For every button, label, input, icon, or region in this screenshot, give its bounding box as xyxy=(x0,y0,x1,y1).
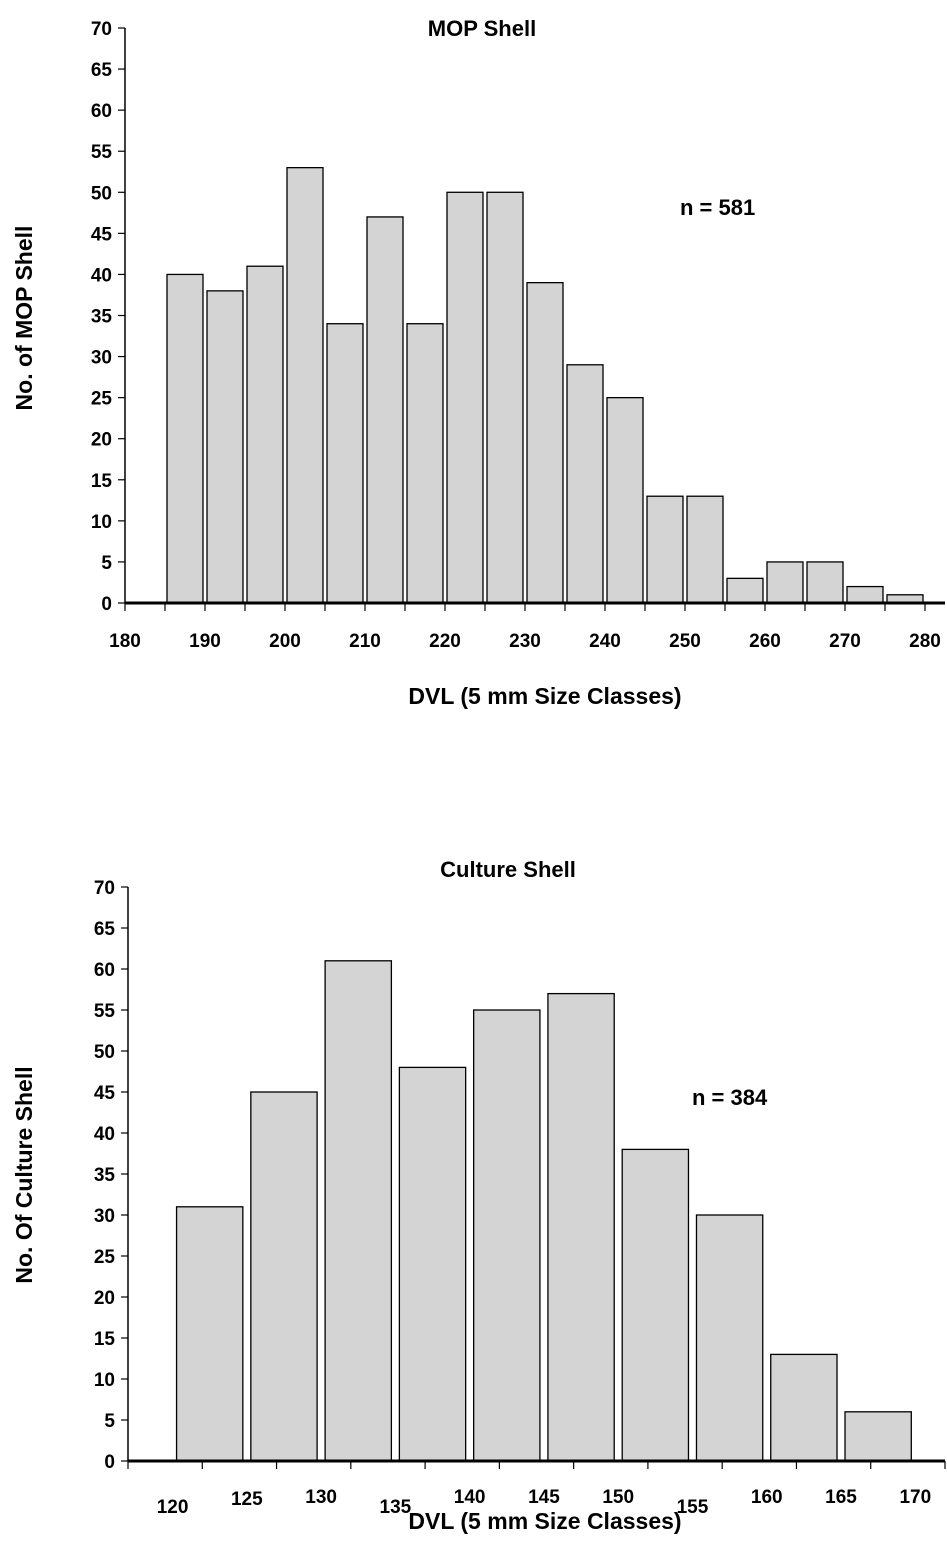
y-tick-label: 60 xyxy=(94,960,115,981)
x-tick-label: 280 xyxy=(909,631,941,652)
y-tick-label: 30 xyxy=(94,1206,115,1227)
bar xyxy=(846,585,884,604)
y-tick-label: 0 xyxy=(101,594,112,615)
n-annotation: n = 581 xyxy=(680,195,755,220)
bar xyxy=(686,495,724,604)
n-annotation: n = 384 xyxy=(692,1085,768,1110)
y-tick-label: 5 xyxy=(101,553,112,574)
x-tick-label: 270 xyxy=(829,631,861,652)
y-tick-label: 25 xyxy=(94,1247,116,1268)
y-tick-label: 60 xyxy=(91,101,112,122)
y-tick-label: 65 xyxy=(91,60,113,81)
y-tick-label: 70 xyxy=(94,878,115,899)
x-tick-label: 145 xyxy=(528,1487,560,1508)
y-tick-label: 70 xyxy=(91,19,112,40)
x-tick-label: 210 xyxy=(349,631,381,652)
y-tick-label: 45 xyxy=(94,1083,116,1104)
bar xyxy=(473,1009,541,1462)
bar xyxy=(844,1411,912,1462)
y-tick-label: 20 xyxy=(91,430,112,451)
x-tick-label: 130 xyxy=(305,1487,337,1508)
x-tick-label: 155 xyxy=(677,1497,709,1518)
x-tick-label: 240 xyxy=(589,631,621,652)
x-tick-label: 160 xyxy=(751,1487,783,1508)
x-tick-label: 200 xyxy=(269,631,301,652)
bar xyxy=(766,561,804,604)
y-tick-label: 35 xyxy=(91,307,113,328)
x-tick-label: 140 xyxy=(454,1487,486,1508)
y-axis-title: No. of MOP Shell xyxy=(11,226,37,411)
mop-shell-chart: MOP Shell No. of MOP Shell DVL (5 mm Siz… xyxy=(11,16,945,709)
bar xyxy=(547,992,615,1462)
y-tick-label: 40 xyxy=(94,1124,115,1145)
culture-shell-chart: Culture Shell No. Of Culture Shell DVL (… xyxy=(11,857,946,1534)
bar xyxy=(166,273,204,604)
y-tick-label: 15 xyxy=(94,1329,116,1350)
bar xyxy=(406,323,444,604)
x-tick-label: 190 xyxy=(189,631,221,652)
x-axis-title: DVL (5 mm Size Classes) xyxy=(408,683,681,709)
bar xyxy=(246,265,284,604)
bar xyxy=(566,364,604,604)
y-tick-label: 65 xyxy=(94,919,116,940)
x-tick-label: 150 xyxy=(602,1487,634,1508)
x-tick-label: 260 xyxy=(749,631,781,652)
y-tick-label: 55 xyxy=(94,1001,116,1022)
bar xyxy=(366,216,404,604)
chart-title: MOP Shell xyxy=(428,16,536,41)
bar xyxy=(250,1091,318,1462)
x-tick-label: 180 xyxy=(109,631,141,652)
x-tick-label: 125 xyxy=(231,1489,263,1510)
x-axis-title: DVL (5 mm Size Classes) xyxy=(408,1508,681,1534)
x-tick-label: 170 xyxy=(899,1487,931,1508)
chart-title: Culture Shell xyxy=(440,857,576,882)
bar xyxy=(526,281,564,604)
y-tick-label: 20 xyxy=(94,1288,115,1309)
y-tick-label: 30 xyxy=(91,348,112,369)
x-tick-label: 135 xyxy=(380,1497,412,1518)
y-axis-title: No. Of Culture Shell xyxy=(11,1066,37,1283)
bar xyxy=(646,495,684,604)
bar xyxy=(606,396,644,604)
y-tick-label: 25 xyxy=(91,389,113,410)
bar xyxy=(175,1206,244,1462)
bar xyxy=(806,561,844,604)
x-tick-label: 220 xyxy=(429,631,461,652)
bar xyxy=(695,1214,764,1462)
y-tick-label: 15 xyxy=(91,471,113,492)
y-tick-label: 50 xyxy=(94,1042,115,1063)
y-tick-label: 10 xyxy=(91,512,112,533)
bar xyxy=(770,1353,838,1462)
y-tick-label: 50 xyxy=(91,183,112,204)
x-tick-label: 120 xyxy=(157,1497,189,1518)
y-tick-label: 35 xyxy=(94,1165,116,1186)
bar xyxy=(398,1066,467,1462)
y-tick-label: 40 xyxy=(91,265,112,286)
y-tick-label: 5 xyxy=(104,1411,115,1432)
y-tick-label: 45 xyxy=(91,224,113,245)
y-tick-label: 55 xyxy=(91,142,113,163)
bar xyxy=(446,191,484,604)
bar xyxy=(726,577,764,604)
bar xyxy=(324,960,393,1462)
x-tick-label: 165 xyxy=(825,1487,857,1508)
y-tick-label: 10 xyxy=(94,1370,115,1391)
x-tick-label: 250 xyxy=(669,631,701,652)
bar xyxy=(206,290,244,604)
bar xyxy=(486,191,524,604)
y-tick-label: 0 xyxy=(104,1452,115,1473)
x-tick-label: 230 xyxy=(509,631,541,652)
bar xyxy=(326,323,364,604)
bar xyxy=(621,1148,690,1462)
bar xyxy=(286,166,324,604)
